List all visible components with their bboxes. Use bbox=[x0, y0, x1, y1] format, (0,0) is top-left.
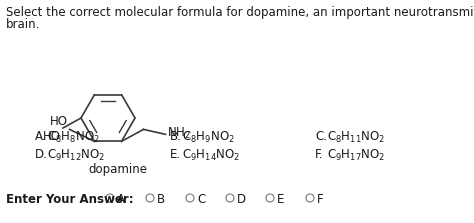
Text: C$_9$H$_{17}$NO$_2$: C$_9$H$_{17}$NO$_2$ bbox=[327, 148, 385, 163]
Text: C.: C. bbox=[315, 130, 327, 143]
Text: A: A bbox=[117, 193, 125, 206]
Text: C: C bbox=[197, 193, 205, 206]
Text: C$_8$H$_9$NO$_2$: C$_8$H$_9$NO$_2$ bbox=[182, 130, 235, 145]
Text: NH$_2$: NH$_2$ bbox=[167, 126, 191, 141]
Text: Select the correct molecular formula for dopamine, an important neurotransmitter: Select the correct molecular formula for… bbox=[6, 6, 474, 19]
Text: C$_8$H$_8$NO$_2$: C$_8$H$_8$NO$_2$ bbox=[47, 130, 100, 145]
Text: HO: HO bbox=[49, 115, 67, 128]
Text: Enter Your Answer:: Enter Your Answer: bbox=[6, 193, 134, 206]
Text: A.: A. bbox=[35, 130, 46, 143]
Text: B: B bbox=[157, 193, 165, 206]
Text: E.: E. bbox=[170, 148, 181, 161]
Text: C$_8$H$_{11}$NO$_2$: C$_8$H$_{11}$NO$_2$ bbox=[327, 130, 385, 145]
Text: dopamine: dopamine bbox=[89, 163, 147, 176]
Text: D: D bbox=[237, 193, 246, 206]
Text: B.: B. bbox=[170, 130, 182, 143]
Text: C$_9$H$_{12}$NO$_2$: C$_9$H$_{12}$NO$_2$ bbox=[47, 148, 105, 163]
Text: F.: F. bbox=[315, 148, 323, 161]
Text: F: F bbox=[317, 193, 324, 206]
Text: D.: D. bbox=[35, 148, 48, 161]
Text: E: E bbox=[277, 193, 284, 206]
Text: brain.: brain. bbox=[6, 18, 40, 31]
Text: C$_9$H$_{14}$NO$_2$: C$_9$H$_{14}$NO$_2$ bbox=[182, 148, 240, 163]
Text: HO: HO bbox=[43, 130, 61, 143]
